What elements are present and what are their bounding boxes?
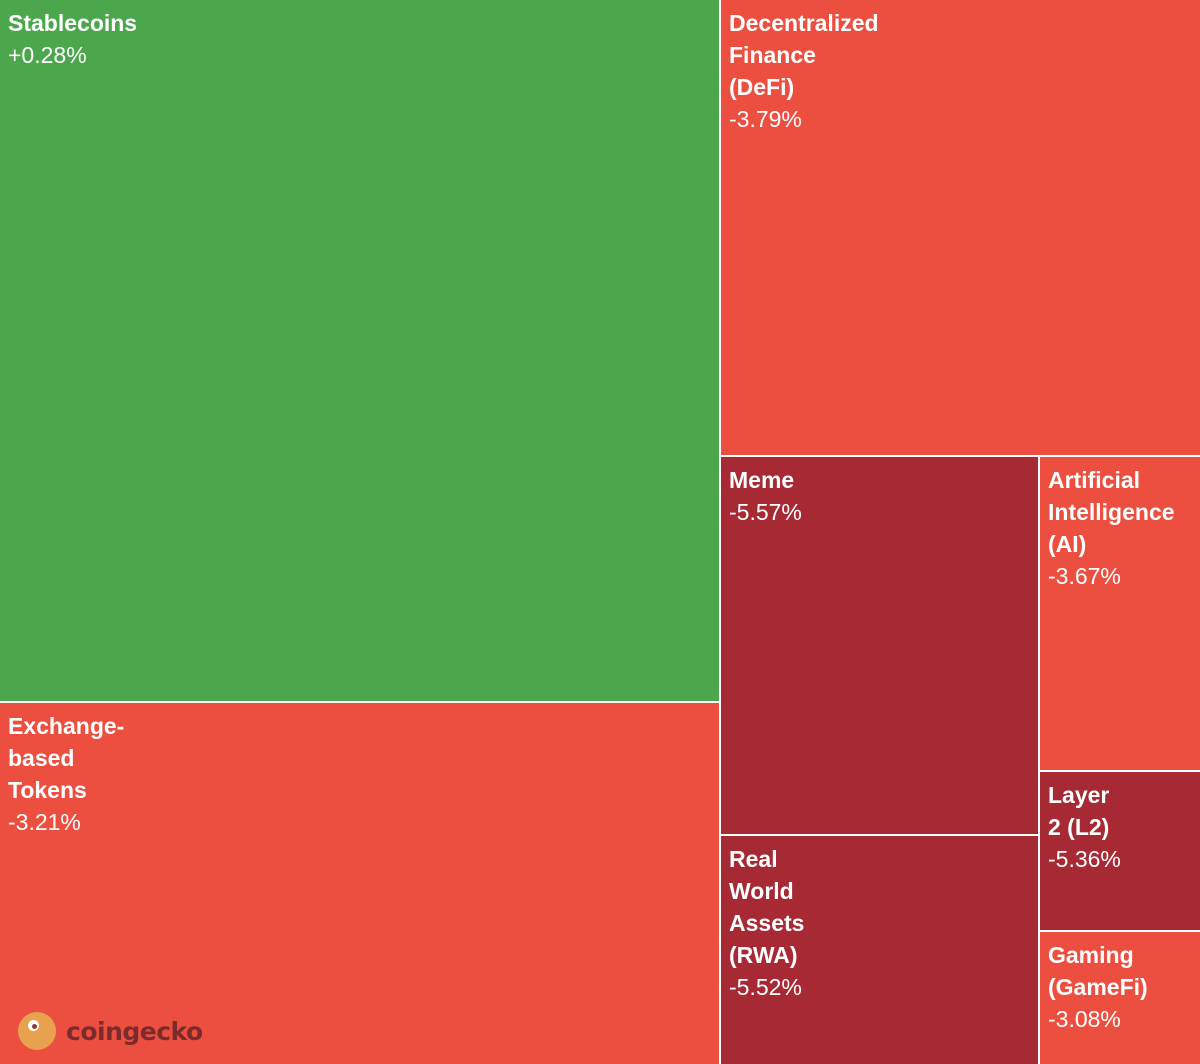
coingecko-logo: coingecko [18,1012,203,1050]
tile-name: Meme [729,467,795,493]
tile-layer-2[interactable]: Layer 2 (L2) -5.36% [1040,772,1200,930]
tile-change: -3.67% [1048,563,1121,589]
tile-name: Decentralized Finance (DeFi) [729,10,879,100]
tile-name: Exchange- based Tokens [8,713,125,803]
tile-ai[interactable]: Artificial Intelligence (AI) -3.67% [1040,457,1200,770]
tile-exchange-based-tokens[interactable]: Exchange- based Tokens -3.21% [0,703,719,1064]
tile-change: -5.36% [1048,846,1121,872]
logo-text: coingecko [66,1016,203,1046]
tile-defi[interactable]: Decentralized Finance (DeFi) -3.79% [721,0,1200,455]
tile-name: Layer 2 (L2) [1048,782,1110,840]
tile-change: -5.52% [729,974,802,1000]
tile-change: -5.57% [729,499,802,525]
tile-rwa[interactable]: Real World Assets (RWA) -5.52% [721,836,1038,1064]
coingecko-logo-icon [18,1012,56,1050]
tile-name: Gaming (GameFi) [1048,942,1148,1000]
tile-change: -3.21% [8,809,81,835]
tile-change: -3.79% [729,106,802,132]
tile-name: Artificial Intelligence (AI) [1048,467,1175,557]
tile-gaming[interactable]: Gaming (GameFi) -3.08% [1040,932,1200,1064]
tile-change: +0.28% [8,42,87,68]
tile-name: Real World Assets (RWA) [729,846,805,968]
tile-meme[interactable]: Meme -5.57% [721,457,1038,834]
tile-change: -3.08% [1048,1006,1121,1032]
tile-stablecoins[interactable]: Stablecoins +0.28% [0,0,719,701]
tile-name: Stablecoins [8,10,138,36]
